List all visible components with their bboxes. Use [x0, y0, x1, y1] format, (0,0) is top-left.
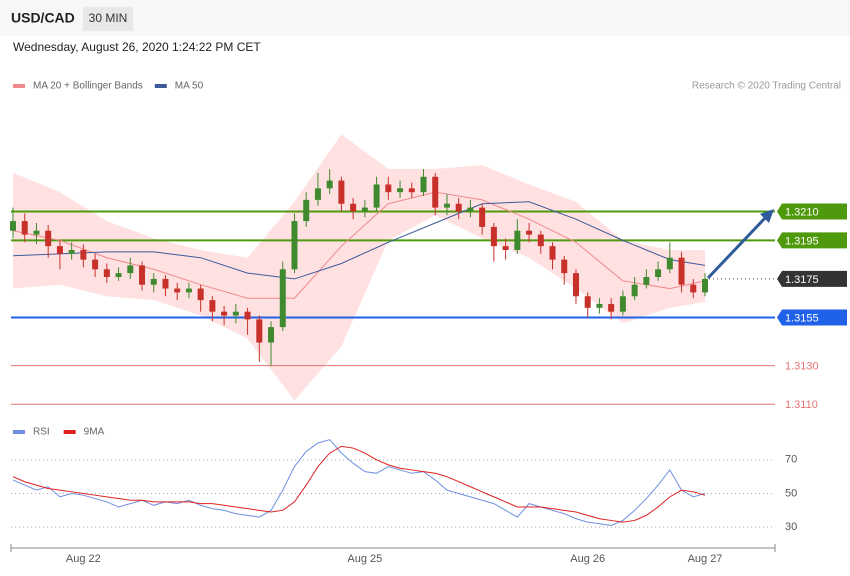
bollinger-band — [13, 134, 705, 401]
level-label: 1.3210 — [785, 206, 819, 218]
level-label: 1.3130 — [785, 361, 819, 373]
credit: Research © 2020 Trading Central — [692, 81, 841, 92]
candle-body — [68, 250, 75, 254]
candle-body — [502, 246, 509, 250]
level-tag — [777, 232, 847, 249]
candle-body — [338, 180, 345, 204]
candle-body — [80, 250, 87, 260]
candle-body — [162, 278, 169, 289]
candle-body — [467, 207, 474, 212]
candle-body — [479, 207, 486, 227]
rsi-tick-label: 70 — [785, 454, 797, 466]
rsi-tick-label: 50 — [785, 487, 797, 499]
x-tick-label: Aug 25 — [347, 553, 382, 565]
level-tag — [777, 309, 847, 326]
level-label: 1.3175 — [785, 274, 819, 286]
candle-body — [608, 303, 615, 312]
candle-body — [103, 269, 110, 277]
forecast-arrow — [706, 215, 768, 280]
candle-body — [678, 257, 685, 285]
legend-swatch — [13, 84, 25, 88]
candle-body — [209, 300, 216, 312]
candle-body — [690, 284, 697, 293]
candle-body — [10, 221, 16, 231]
candle-body — [56, 246, 63, 254]
candle-body — [150, 278, 157, 285]
candle-body — [326, 180, 333, 189]
level-label: 1.3195 — [785, 235, 819, 247]
candle-body — [45, 230, 52, 247]
candle-body — [655, 269, 662, 277]
candle-body — [350, 203, 357, 212]
candle-body — [221, 311, 228, 316]
arrow-head — [760, 209, 774, 223]
candle-body — [197, 288, 204, 301]
candle-body — [232, 311, 239, 316]
candle-body — [584, 296, 591, 308]
candle-body — [443, 203, 450, 208]
candle-body — [115, 273, 122, 277]
x-tick-label: Aug 26 — [570, 553, 605, 565]
timeframe[interactable]: 30 MIN — [89, 11, 128, 25]
candle-body — [385, 184, 392, 193]
legend-swatch — [154, 84, 167, 88]
candle-body — [397, 188, 404, 193]
candle-body — [561, 259, 568, 274]
legend-swatch — [63, 430, 76, 434]
datetime: Wednesday, August 26, 2020 1:24:22 PM CE… — [13, 40, 261, 54]
candle-body — [33, 230, 40, 235]
candle-body — [92, 259, 99, 270]
level-label: 1.3110 — [785, 399, 818, 411]
legend-label: RSI — [33, 427, 50, 438]
rsi-line — [12, 445, 706, 523]
rsi-tick-label: 30 — [785, 521, 797, 533]
candle-body — [185, 288, 192, 293]
candle-body — [268, 327, 275, 343]
legend-label: MA 50 — [175, 81, 204, 92]
candle-body — [314, 188, 321, 200]
legend-label: 9MA — [84, 427, 105, 438]
candle-body — [490, 226, 497, 247]
legend-label: MA 20 + Bollinger Bands — [33, 81, 143, 92]
candle-body — [537, 234, 544, 247]
candle-body — [514, 230, 521, 250]
candle-body — [420, 176, 427, 193]
candle-body — [361, 207, 368, 212]
timeframe-badge[interactable] — [83, 7, 133, 31]
candle-body — [244, 311, 251, 320]
candle-body — [455, 203, 462, 212]
candle-body — [408, 188, 415, 193]
moving-average — [12, 201, 706, 280]
level-label: 1.3155 — [785, 312, 819, 324]
candle-body — [666, 257, 673, 270]
level-tag — [777, 203, 847, 220]
candle-body — [549, 246, 556, 260]
candle-body — [139, 265, 146, 285]
candle-body — [291, 221, 298, 270]
candle-body — [303, 199, 310, 222]
candle-body — [256, 319, 263, 343]
candle-body — [572, 273, 579, 297]
header-bar — [0, 0, 850, 36]
legend-swatch — [13, 430, 25, 434]
candle-body — [631, 284, 638, 297]
candle-body — [702, 278, 708, 293]
symbol: USD/CAD — [11, 10, 75, 26]
level-tag — [777, 270, 847, 287]
candle-body — [174, 288, 181, 293]
candle-body — [373, 184, 380, 208]
rsi-line — [12, 439, 706, 526]
x-tick-label: Aug 22 — [66, 553, 101, 565]
candle-body — [619, 296, 626, 312]
candle-body — [596, 303, 603, 308]
candle-body — [279, 269, 286, 328]
candle-body — [127, 265, 134, 274]
candle-body — [526, 230, 533, 235]
x-tick-label: Aug 27 — [688, 553, 723, 565]
candle-body — [643, 276, 650, 285]
candle-body — [21, 221, 28, 235]
candle-body — [432, 176, 439, 208]
